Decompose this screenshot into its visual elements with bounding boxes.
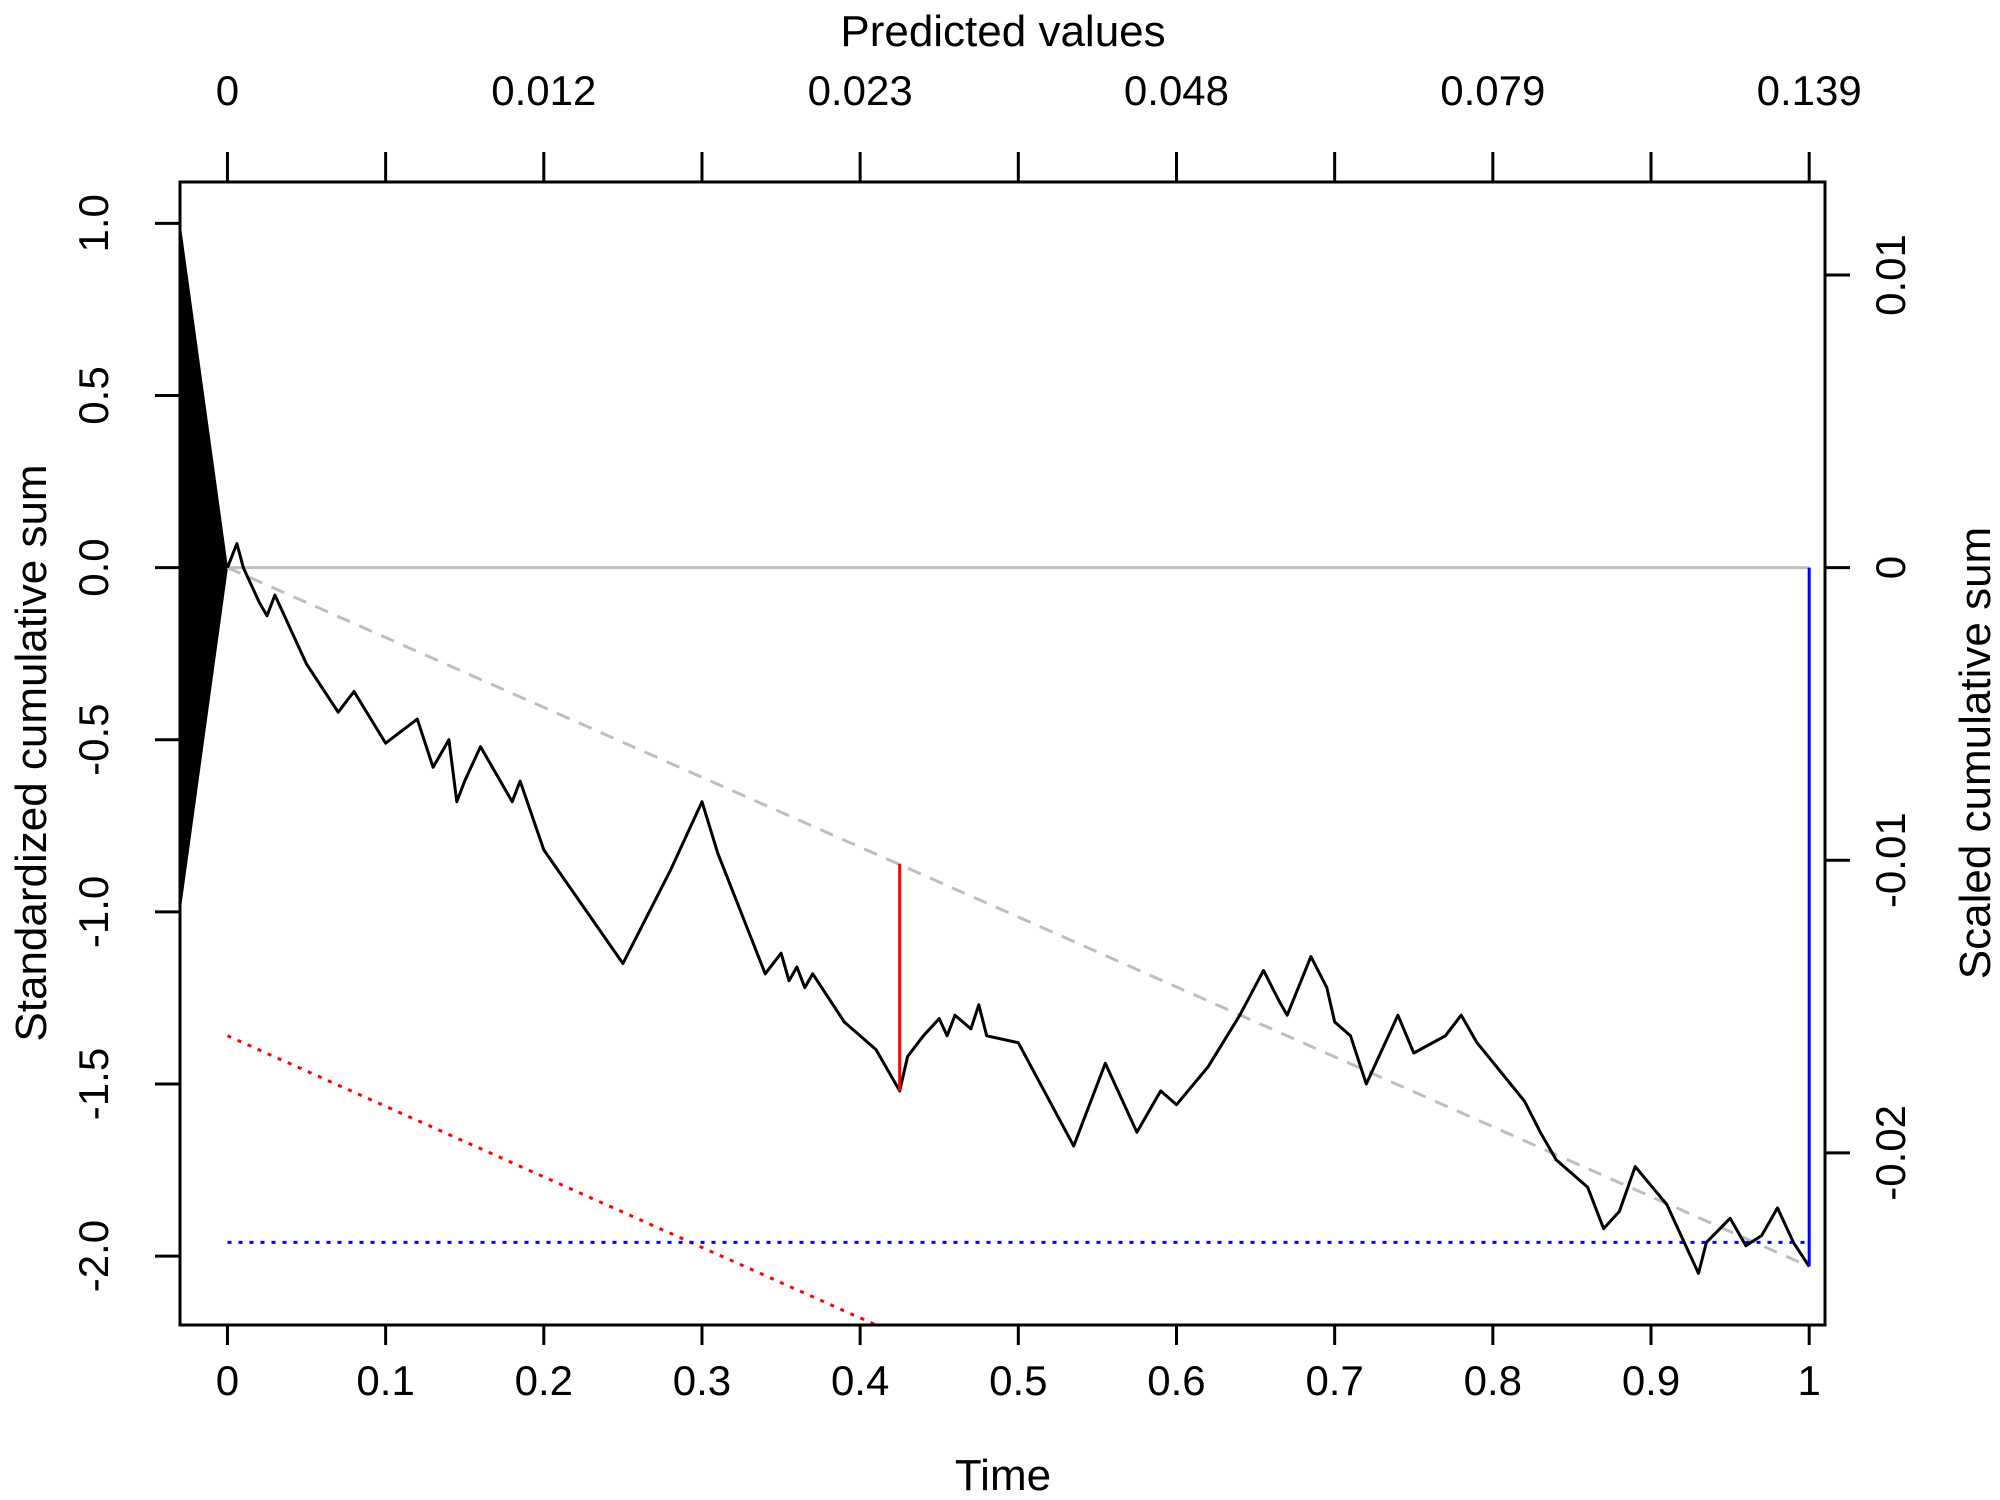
top-tick-label: 0 xyxy=(216,67,239,114)
y-axis-title: Standardized cumulative sum xyxy=(7,464,56,1041)
x-tick-label: 0 xyxy=(216,1357,239,1404)
x-tick-label: 0.5 xyxy=(989,1357,1047,1404)
y-tick-label: -1.0 xyxy=(70,876,117,948)
x-axis-title: Time xyxy=(955,1451,1051,1500)
top-tick-label: 0.139 xyxy=(1757,67,1862,114)
top-tick-label: 0.048 xyxy=(1124,67,1229,114)
axes-layer: 0 0.1 0.2 0.3 0.4 0.5 0.6 0.7 0.8 0.9 1 0 0.012 0.023… xyxy=(70,67,1914,1404)
y-tick-label: 0.5 xyxy=(70,366,117,424)
x-tick-label: 0.3 xyxy=(673,1357,731,1404)
y-tick-label: -2.0 xyxy=(70,1220,117,1292)
deviation-boundary-line xyxy=(226,1034,877,1327)
right-tick-label: -0.02 xyxy=(1867,1105,1914,1201)
plot-layer xyxy=(179,223,1811,1327)
x-tick-label: 0.8 xyxy=(1464,1357,1522,1404)
x-tick-label: 1 xyxy=(1798,1357,1821,1404)
y-tick-label: 1.0 xyxy=(70,194,117,252)
cumulative-sum-path xyxy=(226,542,1811,1275)
plot-frame xyxy=(178,180,1827,1327)
x-tick-label: 0.6 xyxy=(1147,1357,1205,1404)
x-tick-label: 0.9 xyxy=(1622,1357,1680,1404)
top-tick-label: 0.012 xyxy=(491,67,596,114)
right-tick-label: 0 xyxy=(1867,556,1914,579)
top-axis-title: Predicted values xyxy=(840,7,1165,56)
x-tick-label: 0.4 xyxy=(831,1357,889,1404)
x-tick-label: 0.2 xyxy=(515,1357,573,1404)
left-wedge-area xyxy=(179,223,228,912)
right-tick-label: 0.01 xyxy=(1867,234,1914,316)
y-tick-label: 0.0 xyxy=(70,538,117,596)
top-tick-label: 0.079 xyxy=(1440,67,1545,114)
x-tick-label: 0.1 xyxy=(356,1357,414,1404)
right-tick-label: -0.01 xyxy=(1867,812,1914,908)
drift-line xyxy=(226,566,1810,1268)
y-tick-label: -0.5 xyxy=(70,704,117,776)
x-tick-label: 0.7 xyxy=(1305,1357,1363,1404)
y-tick-label: -1.5 xyxy=(70,1048,117,1120)
top-tick-label: 0.023 xyxy=(808,67,913,114)
right-axis-title: Scaled cumulative sum xyxy=(1951,527,2000,979)
